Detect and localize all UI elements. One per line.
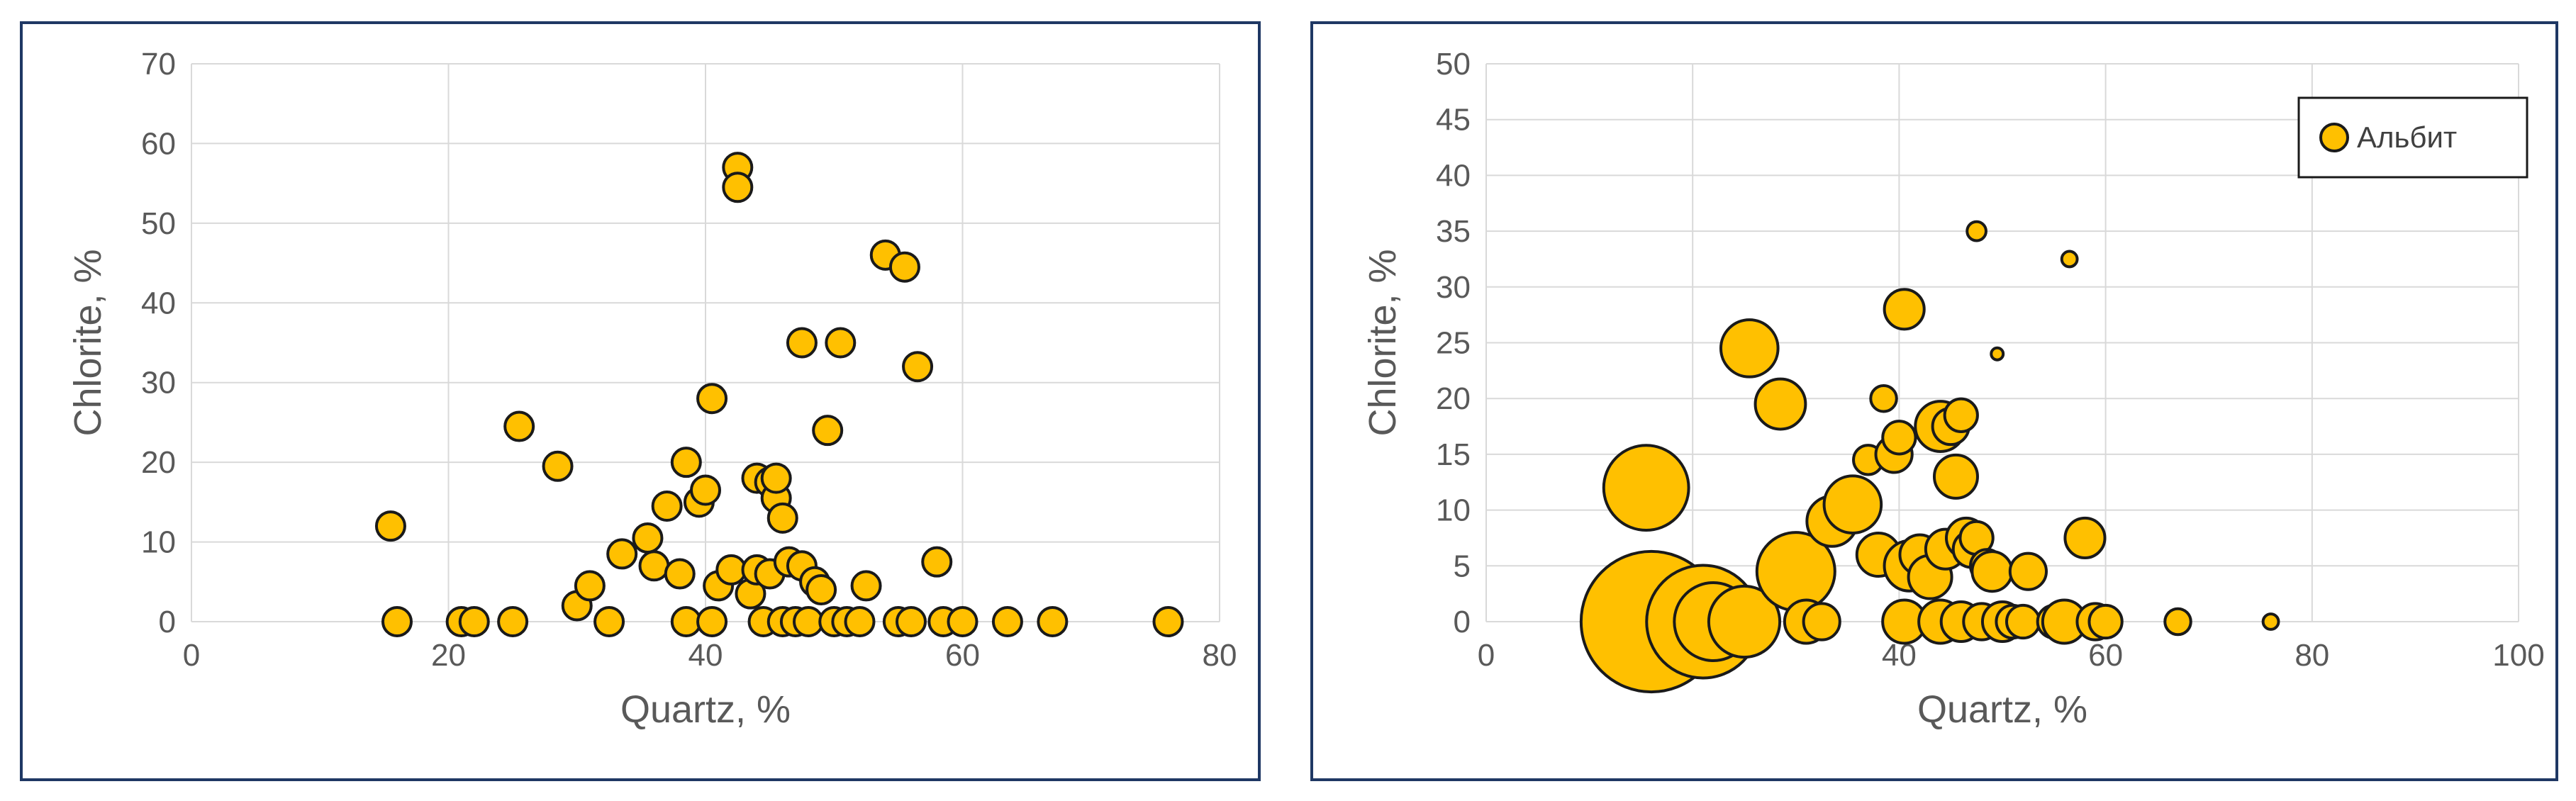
data-point xyxy=(1883,288,1926,331)
x-tick-label: 0 xyxy=(183,638,200,673)
data-point xyxy=(2063,516,2107,560)
data-point xyxy=(805,574,837,606)
data-point xyxy=(722,172,754,203)
x-tick-label: 80 xyxy=(2295,638,2329,673)
series-points xyxy=(1579,220,2280,694)
y-tick-label: 50 xyxy=(141,206,176,241)
data-point xyxy=(844,606,876,637)
data-point xyxy=(947,606,978,637)
data-point xyxy=(825,327,857,359)
data-point xyxy=(1869,383,1898,413)
y-tick-label: 20 xyxy=(1436,381,1471,416)
data-point xyxy=(1753,377,1807,431)
data-point xyxy=(1719,318,1780,379)
bubble-chart-quartz-chlorite: 02040608010005101520253035404550Quartz, … xyxy=(1361,47,2545,731)
data-point xyxy=(2087,603,2124,640)
y-axis-title: Chlorite, % xyxy=(1361,249,1404,436)
data-point xyxy=(1822,474,1883,535)
x-tick-label: 20 xyxy=(431,638,466,673)
legend: Альбит xyxy=(2297,96,2528,179)
y-tick-label: 10 xyxy=(141,525,176,560)
data-point xyxy=(503,410,535,442)
data-point xyxy=(593,606,625,637)
y-tick-label: 45 xyxy=(1436,103,1471,138)
data-point xyxy=(381,606,413,637)
y-tick-label: 0 xyxy=(1454,605,1471,639)
y-tick-label: 30 xyxy=(141,366,176,400)
data-point xyxy=(715,554,747,586)
data-point xyxy=(2261,612,2280,631)
data-point xyxy=(606,538,638,570)
data-point xyxy=(896,606,927,637)
data-point xyxy=(991,606,1023,637)
x-axis-title: Quartz, % xyxy=(620,688,791,731)
data-point xyxy=(793,606,824,637)
series-points xyxy=(374,152,1184,637)
y-tick-label: 25 xyxy=(1436,326,1471,361)
y-tick-label: 20 xyxy=(141,445,176,480)
data-point xyxy=(921,546,953,578)
data-point xyxy=(850,570,882,602)
data-point xyxy=(2005,603,2041,640)
y-tick-label: 40 xyxy=(141,286,176,320)
data-point xyxy=(651,490,683,522)
data-point xyxy=(902,351,934,383)
data-point xyxy=(664,558,696,590)
data-point xyxy=(1990,346,2005,362)
data-point xyxy=(1602,444,1690,532)
data-point xyxy=(638,550,670,582)
data-point xyxy=(497,606,529,637)
data-point xyxy=(2008,551,2048,591)
data-point xyxy=(696,383,728,415)
x-axis-title: Quartz, % xyxy=(1917,688,2087,731)
y-tick-label: 40 xyxy=(1436,158,1471,193)
y-tick-label: 70 xyxy=(141,47,176,82)
data-point xyxy=(632,522,664,554)
data-point xyxy=(1707,584,1782,659)
x-tick-label: 40 xyxy=(688,638,723,673)
data-point xyxy=(690,474,721,506)
x-tick-label: 60 xyxy=(2088,638,2123,673)
x-tick-label: 60 xyxy=(945,638,980,673)
y-tick-label: 30 xyxy=(1436,270,1471,305)
data-point xyxy=(786,327,818,359)
y-tick-label: 50 xyxy=(1436,47,1471,82)
y-tick-label: 15 xyxy=(1436,437,1471,472)
data-point xyxy=(1881,420,1917,456)
data-point xyxy=(1943,397,1979,433)
chart-panel-right: 02040608010005101520253035404550Quartz, … xyxy=(1310,21,2558,781)
data-point xyxy=(1966,220,1987,242)
y-tick-label: 35 xyxy=(1436,214,1471,249)
data-point xyxy=(374,510,406,542)
y-tick-label: 5 xyxy=(1454,549,1471,583)
y-axis-title: Chlorite, % xyxy=(67,249,109,436)
chart-panel-left: 0 20 40 60 80 0 10 20 30 40 50 60 70 Quartz, % Chlorit… xyxy=(20,21,1261,781)
data-point xyxy=(1970,550,2014,593)
data-point xyxy=(670,447,702,478)
y-tick-label: 10 xyxy=(1436,493,1471,528)
data-point xyxy=(760,462,792,494)
y-tick-label: 60 xyxy=(141,126,176,161)
scatter-chart-quartz-chlorite: 0 20 40 60 80 0 10 20 30 40 50 60 70 Quartz, % Chlorit… xyxy=(67,47,1237,731)
y-tick-label: 0 xyxy=(159,605,176,639)
data-point xyxy=(1932,453,1979,500)
x-tick-label: 80 xyxy=(1203,638,1237,673)
data-point xyxy=(2163,607,2192,637)
data-point xyxy=(1037,606,1069,637)
data-point xyxy=(2060,250,2079,269)
data-point xyxy=(766,502,798,534)
x-tick-label: 100 xyxy=(2492,638,2544,673)
data-point xyxy=(888,251,920,283)
x-tick-label: 0 xyxy=(1478,638,1495,673)
data-point xyxy=(670,606,702,637)
data-point xyxy=(696,606,728,637)
data-point xyxy=(1802,602,1841,642)
data-point xyxy=(812,415,844,447)
data-point xyxy=(1152,606,1184,637)
data-point xyxy=(458,606,490,637)
legend-label: Альбит xyxy=(2357,121,2457,154)
data-point xyxy=(542,450,574,482)
data-point xyxy=(574,570,606,602)
legend-marker xyxy=(2319,123,2349,152)
